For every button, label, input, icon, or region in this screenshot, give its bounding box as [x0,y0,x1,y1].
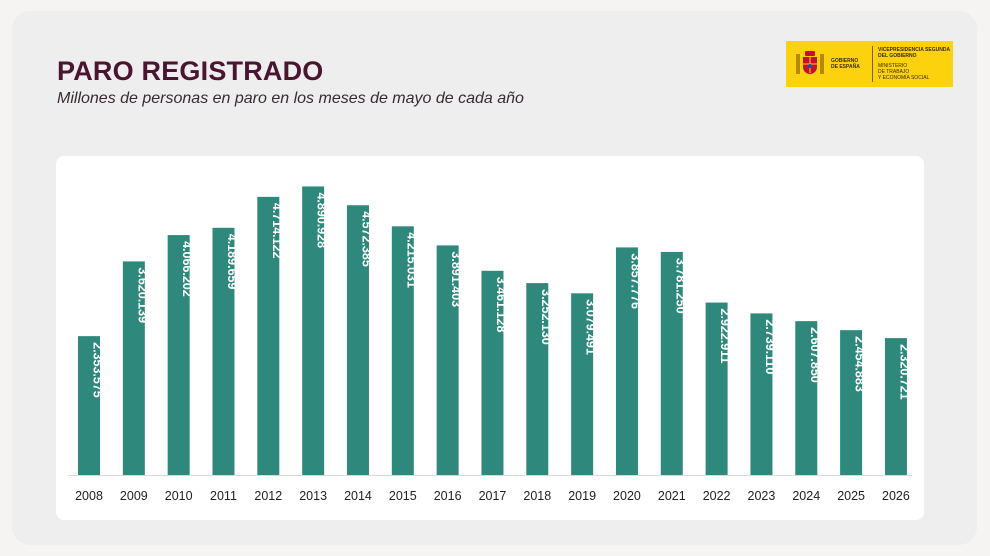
data-label-2012: 4.714.122 [270,203,284,259]
bar-2021 [660,251,683,475]
x-tick-label-2021: 2021 [658,489,686,503]
x-tick-label-2022: 2022 [703,489,731,503]
data-label-2009: 3.620.139 [135,267,149,323]
x-tick-label-2025: 2025 [837,489,865,503]
vicepresidencia-text: VICEPRESIDENCIA SEGUNDA DEL GOBIERNO [878,47,950,59]
data-label-2019: 3.079.491 [584,299,598,355]
bar-2025 [840,330,863,475]
bar-2013 [302,186,325,475]
x-tick-label-2010: 2010 [165,489,193,503]
bar-2019 [571,293,594,475]
data-label-2011: 4.189.659 [225,234,239,290]
data-label-2010: 4.066.202 [180,241,194,297]
x-tick-label-2008: 2008 [75,489,103,503]
bar-chart: 2.353.575 2008 3.620.139 2009 4.066.202 2010 4… [68,186,912,503]
x-tick-label-2012: 2012 [254,489,282,503]
x-tick-label-2017: 2017 [479,489,507,503]
data-label-2022: 2.922.911 [718,309,732,364]
gobierno-text: GOBIERNO DE ESPAÑA [831,58,860,70]
x-tick-label-2009: 2009 [120,489,148,503]
bar-2010 [167,235,190,475]
data-label-2016: 3.891.403 [449,251,463,307]
bar-2015 [391,226,414,475]
x-tick-label-2016: 2016 [434,489,462,503]
data-label-2025: 2.454.883 [853,336,867,392]
page-title: PARO REGISTRADO [57,56,324,86]
data-label-2021: 3.781.250 [673,258,687,314]
data-label-2024: 2.607.850 [808,327,822,383]
x-tick-label-2013: 2013 [299,489,327,503]
bar-2026 [884,338,907,475]
bar-2008 [78,336,100,475]
government-logo: GOBIERNO DE ESPAÑA VICEPRESIDENCIA SEGUN… [786,41,953,87]
logo-divider [872,46,873,82]
x-tick-label-2018: 2018 [523,489,551,503]
x-tick-label-2020: 2020 [613,489,641,503]
data-label-2018: 3.252.130 [539,289,553,345]
data-label-2020: 3.857.776 [628,253,642,309]
x-tick-label-2011: 2011 [210,489,237,503]
data-label-2023: 2.739.110 [763,319,777,374]
x-tick-label-2026: 2026 [882,489,910,503]
bar-2018 [526,283,549,475]
x-tick-label-2024: 2024 [792,489,820,503]
data-label-2017: 3.461.128 [494,277,508,333]
bar-2011 [212,227,235,475]
bar-2024 [795,321,818,475]
data-label-2013: 4.890.928 [315,192,329,248]
plot-area: 2.353.575 2008 3.620.139 2009 4.066.202 2010 4… [56,156,924,520]
x-tick-label-2019: 2019 [568,489,596,503]
bar-2012 [257,196,280,475]
data-label-2026: 2.320.721 [897,344,911,400]
bar-2023 [750,313,773,475]
bar-2017 [481,270,504,475]
data-label-2008: 2.353.575 [91,342,105,398]
bar-2020 [615,247,638,475]
bar-2009 [122,261,145,475]
ministerio-text: MINISTERIO DE TRABAJO Y ECONOMÍA SOCIAL [878,63,930,81]
x-tick-label-2014: 2014 [344,489,372,503]
x-tick-label-2015: 2015 [389,489,417,503]
x-tick-label-2023: 2023 [748,489,776,503]
bar-2014 [346,205,369,476]
bar-2016 [436,245,459,475]
data-label-2015: 4.215.031 [404,232,418,288]
bar-2022 [705,302,728,475]
page-subtitle: Millones de personas en paro en los mese… [57,90,524,107]
data-label-2014: 4.572.385 [359,211,373,267]
coat-of-arms-icon [796,51,824,74]
